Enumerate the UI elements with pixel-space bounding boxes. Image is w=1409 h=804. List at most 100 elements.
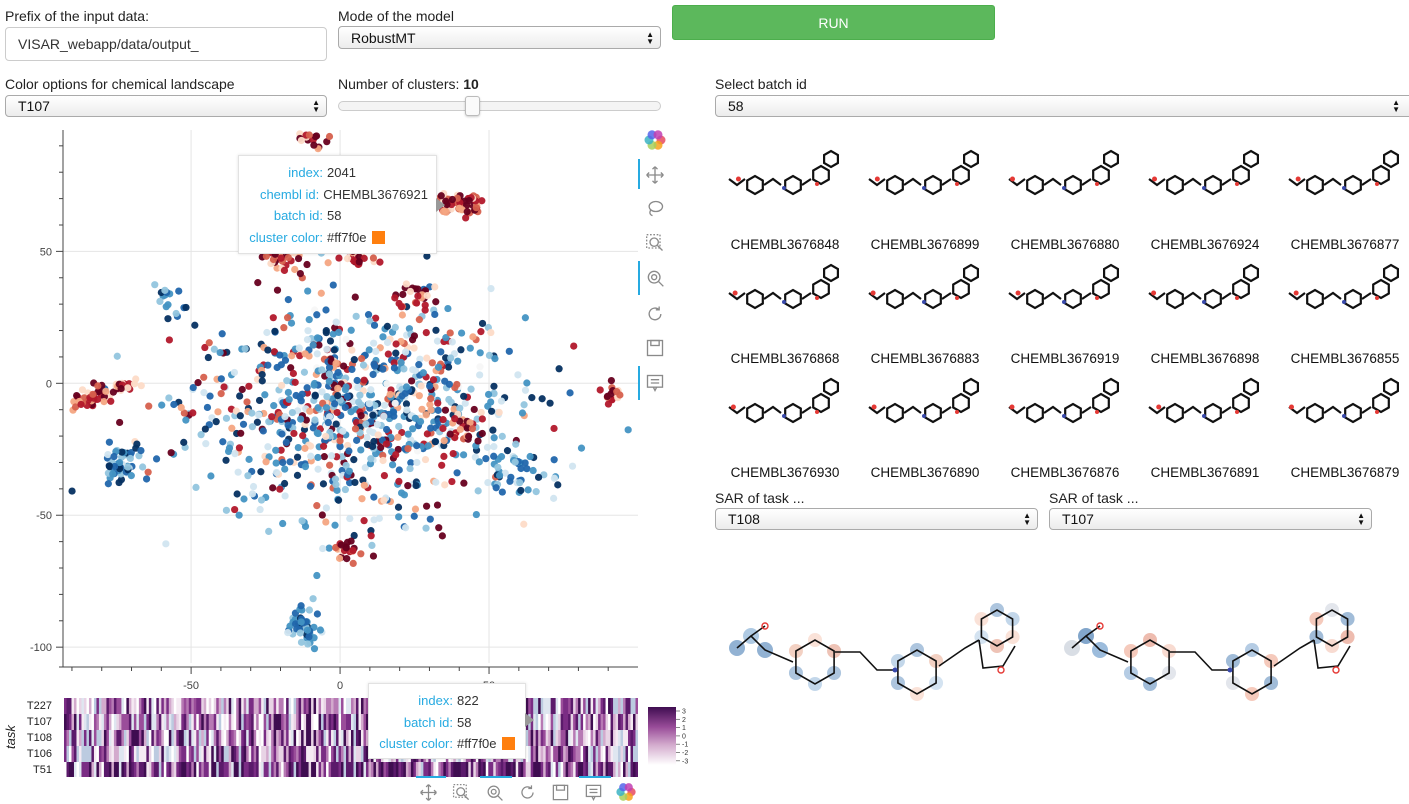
- heatmap-cell[interactable]: [253, 762, 257, 777]
- pan-icon[interactable]: [419, 783, 438, 802]
- compound-point[interactable]: [313, 429, 321, 437]
- molecule-card[interactable]: CHEMBL3676879: [1280, 373, 1409, 481]
- heatmap-cell[interactable]: [141, 698, 145, 714]
- compound-point[interactable]: [277, 254, 285, 262]
- compound-point[interactable]: [367, 527, 375, 535]
- heatmap-cell[interactable]: [528, 698, 532, 714]
- heatmap-cell[interactable]: [206, 698, 210, 714]
- heatmap-cell[interactable]: [216, 714, 220, 730]
- heatmap-cell[interactable]: [353, 762, 357, 777]
- heatmap-cell[interactable]: [530, 762, 534, 777]
- heatmap-cell[interactable]: [598, 746, 602, 762]
- heatmap-cell[interactable]: [201, 730, 205, 746]
- heatmap-cell[interactable]: [311, 698, 315, 714]
- heatmap-cell[interactable]: [248, 698, 252, 714]
- compound-point[interactable]: [448, 477, 456, 486]
- heatmap-cell[interactable]: [580, 746, 584, 762]
- heatmap-cell[interactable]: [188, 746, 192, 762]
- compound-point[interactable]: [297, 638, 306, 646]
- heatmap-cell[interactable]: [623, 746, 627, 762]
- compound-point[interactable]: [474, 437, 482, 445]
- compound-point[interactable]: [351, 293, 359, 301]
- compound-point[interactable]: [286, 458, 294, 466]
- compound-point[interactable]: [326, 337, 335, 345]
- heatmap-cell[interactable]: [620, 698, 624, 714]
- compound-point[interactable]: [463, 208, 471, 216]
- heatmap-cell[interactable]: [353, 746, 357, 762]
- heatmap-cell[interactable]: [323, 698, 327, 714]
- heatmap-cell[interactable]: [365, 762, 370, 777]
- heatmap-cell[interactable]: [203, 730, 207, 746]
- heatmap-cell[interactable]: [336, 762, 340, 777]
- heatmap-cell[interactable]: [480, 762, 484, 777]
- heatmap-cell[interactable]: [201, 714, 205, 730]
- heatmap-cell[interactable]: [221, 714, 225, 730]
- heatmap-cell[interactable]: [73, 714, 78, 730]
- heatmap-cell[interactable]: [296, 762, 300, 777]
- compound-point[interactable]: [109, 470, 117, 478]
- heatmap-cell[interactable]: [83, 714, 88, 730]
- heatmap-cell[interactable]: [93, 698, 98, 714]
- heatmap-cell[interactable]: [228, 730, 232, 746]
- compound-point[interactable]: [447, 354, 455, 362]
- heatmap-cell[interactable]: [413, 762, 417, 777]
- heatmap-cell[interactable]: [595, 730, 599, 746]
- compound-point[interactable]: [279, 519, 287, 528]
- compound-point[interactable]: [231, 450, 239, 458]
- heatmap-cell[interactable]: [578, 746, 582, 762]
- heatmap-cell[interactable]: [251, 714, 255, 730]
- compound-point[interactable]: [370, 321, 379, 329]
- heatmap-cell[interactable]: [126, 714, 130, 730]
- compound-point[interactable]: [331, 400, 339, 408]
- compound-point[interactable]: [392, 451, 400, 459]
- heatmap-cell[interactable]: [81, 730, 85, 746]
- compound-point[interactable]: [262, 458, 270, 466]
- heatmap-cell[interactable]: [171, 762, 175, 777]
- heatmap-cell[interactable]: [278, 698, 282, 714]
- compound-point[interactable]: [137, 382, 145, 390]
- heatmap-cell[interactable]: [545, 730, 549, 746]
- heatmap-cell[interactable]: [121, 698, 125, 714]
- heatmap-cell[interactable]: [298, 698, 302, 714]
- compound-point[interactable]: [165, 394, 173, 402]
- heatmap-cell[interactable]: [248, 746, 252, 762]
- heatmap-cell[interactable]: [563, 730, 567, 746]
- compound-point[interactable]: [418, 405, 426, 413]
- heatmap-cell[interactable]: [348, 746, 352, 762]
- heatmap-cell[interactable]: [106, 762, 110, 777]
- heatmap-cell[interactable]: [138, 762, 142, 777]
- heatmap-cell[interactable]: [555, 762, 559, 777]
- heatmap-cell[interactable]: [528, 730, 532, 746]
- compound-point[interactable]: [484, 402, 492, 410]
- compound-point[interactable]: [392, 349, 400, 357]
- compound-point[interactable]: [355, 258, 363, 266]
- heatmap-cell[interactable]: [588, 762, 592, 777]
- compound-point[interactable]: [156, 297, 164, 306]
- heatmap-cell[interactable]: [580, 714, 584, 730]
- heatmap-cell[interactable]: [221, 746, 225, 762]
- compound-point[interactable]: [180, 409, 188, 417]
- compound-point[interactable]: [478, 197, 486, 205]
- heatmap-cell[interactable]: [281, 762, 285, 777]
- heatmap-cell[interactable]: [273, 698, 277, 714]
- heatmap-cell[interactable]: [228, 698, 232, 714]
- heatmap-cell[interactable]: [535, 714, 539, 730]
- compound-point[interactable]: [322, 306, 330, 314]
- compound-point[interactable]: [379, 451, 387, 459]
- heatmap-cell[interactable]: [111, 762, 115, 777]
- heatmap-cell[interactable]: [573, 730, 577, 746]
- heatmap-cell[interactable]: [131, 730, 135, 746]
- heatmap-cell[interactable]: [198, 698, 202, 714]
- heatmap-cell[interactable]: [201, 746, 205, 762]
- heatmap-cell[interactable]: [540, 746, 544, 762]
- heatmap-cell[interactable]: [558, 714, 562, 730]
- heatmap-cell[interactable]: [613, 714, 617, 730]
- compound-point[interactable]: [201, 343, 209, 352]
- compound-point[interactable]: [318, 366, 326, 374]
- heatmap-cell[interactable]: [106, 746, 110, 762]
- heatmap-cell[interactable]: [311, 714, 315, 730]
- heatmap-cell[interactable]: [113, 762, 118, 777]
- compound-point[interactable]: [468, 425, 477, 433]
- compound-point[interactable]: [437, 192, 445, 200]
- heatmap-cell[interactable]: [543, 762, 547, 777]
